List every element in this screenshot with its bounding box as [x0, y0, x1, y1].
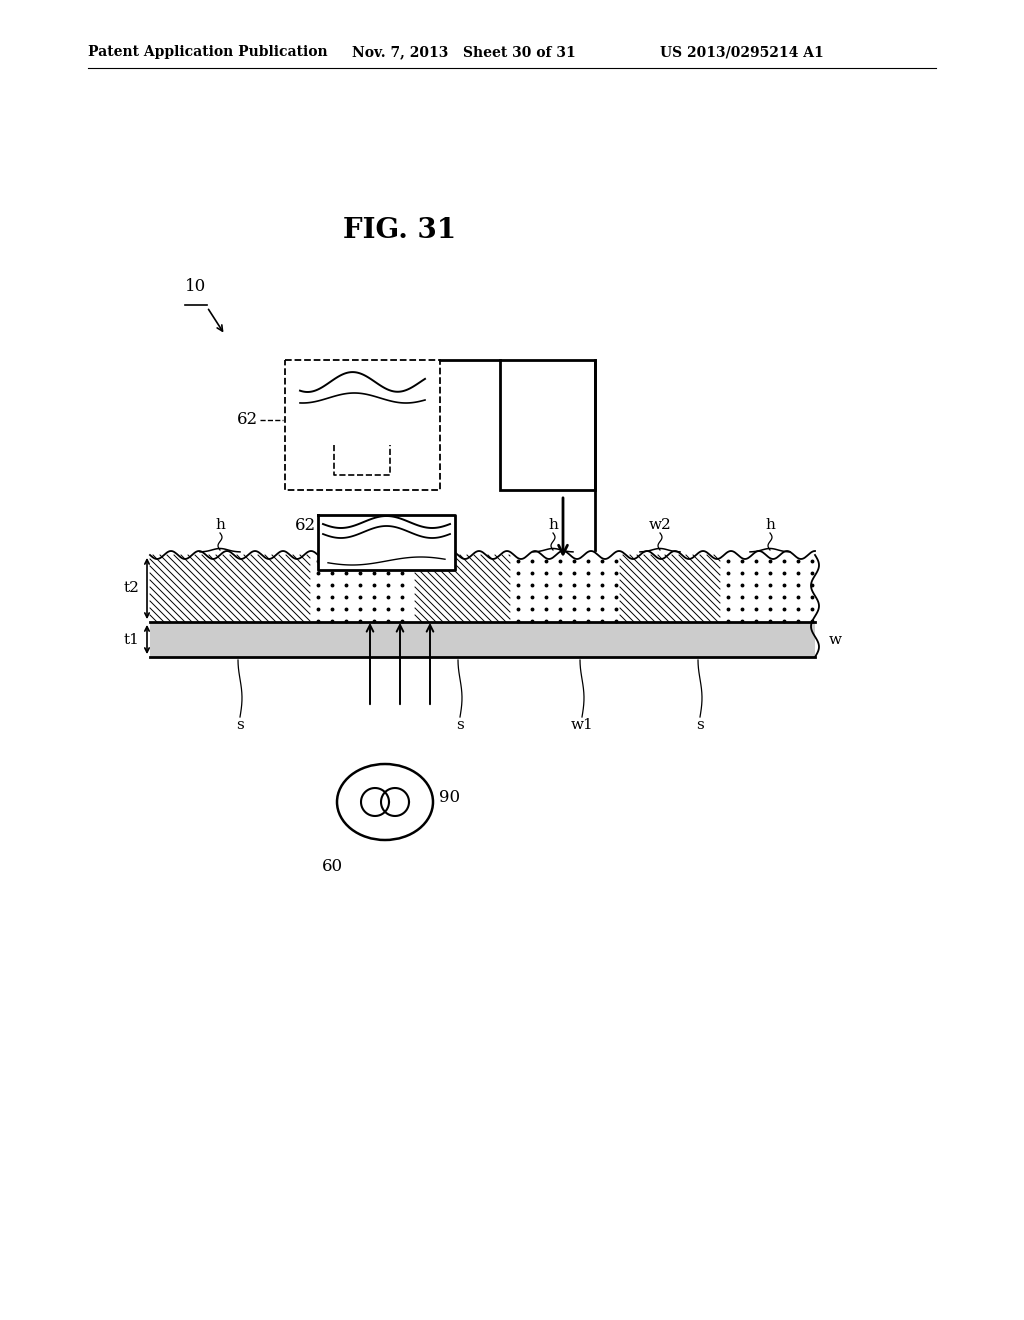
Text: Nov. 7, 2013   Sheet 30 of 31: Nov. 7, 2013 Sheet 30 of 31	[352, 45, 575, 59]
Text: w: w	[829, 632, 842, 647]
Text: h: h	[215, 517, 225, 532]
Text: FIG. 31: FIG. 31	[343, 216, 457, 243]
Text: s: s	[696, 718, 703, 733]
Text: 62: 62	[237, 412, 258, 429]
Text: US 2013/0295214 A1: US 2013/0295214 A1	[660, 45, 823, 59]
Bar	[150, 554, 815, 622]
Text: h: h	[548, 517, 558, 532]
Text: s: s	[237, 718, 244, 733]
Text: s: s	[456, 718, 464, 733]
Bar	[150, 622, 815, 657]
Text: t2: t2	[123, 582, 139, 595]
Text: 90: 90	[439, 788, 460, 805]
Text: h: h	[765, 517, 775, 532]
Text: w1: w1	[570, 718, 593, 733]
Polygon shape	[318, 515, 455, 570]
Text: t1: t1	[123, 632, 139, 647]
Text: w2: w2	[648, 517, 672, 532]
Polygon shape	[500, 360, 595, 490]
Text: 10: 10	[185, 279, 206, 294]
Text: 62: 62	[295, 516, 316, 533]
Text: Patent Application Publication: Patent Application Publication	[88, 45, 328, 59]
Text: 60: 60	[322, 858, 343, 875]
